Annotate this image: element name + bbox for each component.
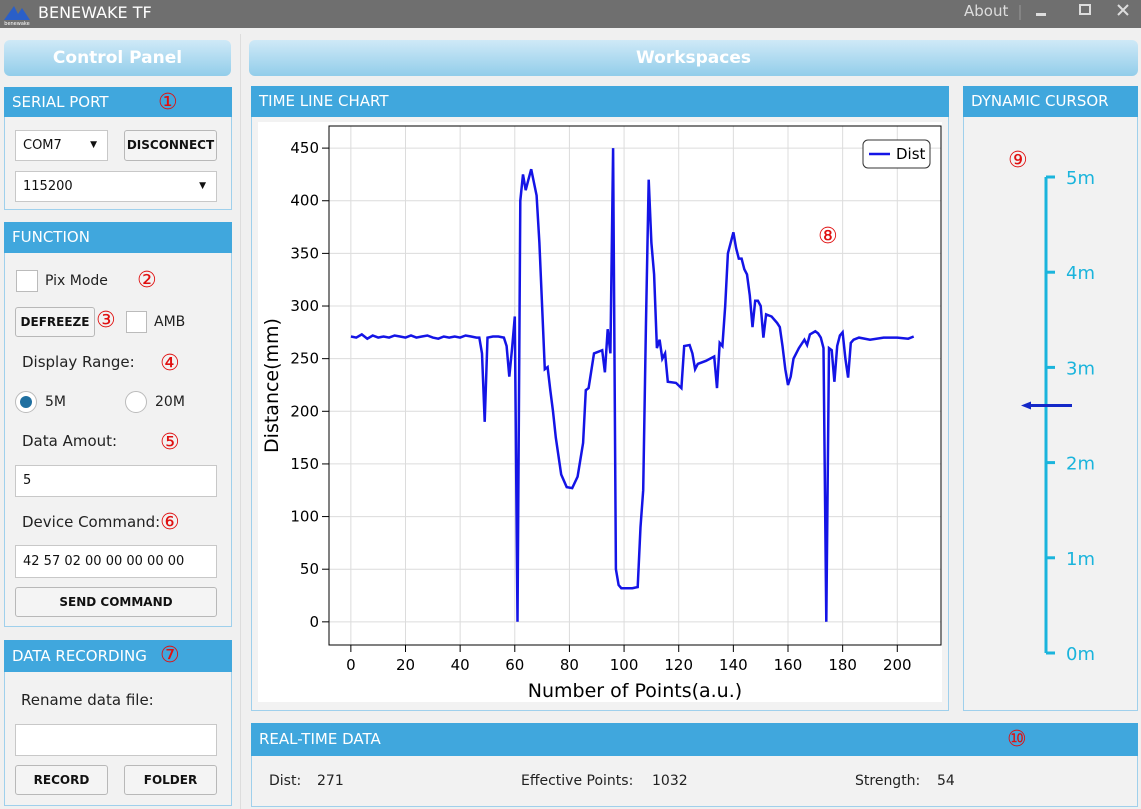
workspaces-header: Workspaces bbox=[249, 40, 1138, 76]
marker: ② bbox=[137, 268, 157, 293]
marker: ① bbox=[158, 90, 178, 115]
minimize[interactable] bbox=[1036, 13, 1046, 16]
section-title: DATA RECORDING bbox=[4, 640, 232, 672]
cursor-tick-label: 5m bbox=[1066, 168, 1095, 189]
marker: ④ bbox=[160, 351, 180, 376]
y-tick-label: 200 bbox=[290, 402, 319, 420]
folder-button[interactable]: FOLDER bbox=[124, 765, 217, 795]
radio-label: 20M bbox=[155, 394, 185, 410]
y-tick-label: 350 bbox=[290, 244, 319, 262]
marker: ⑦ bbox=[160, 643, 180, 668]
send-command-button[interactable]: SEND COMMAND bbox=[15, 587, 217, 617]
port-select[interactable]: COM7 ▼ bbox=[15, 130, 108, 161]
marker: ⑧ bbox=[818, 224, 838, 249]
data-amount: 5 bbox=[23, 473, 32, 488]
baud-select[interactable]: 115200 ▼ bbox=[15, 171, 217, 202]
app-title: BENEWAKE TF bbox=[38, 3, 152, 22]
x-axis-label: Number of Points(a.u.) bbox=[528, 680, 742, 702]
y-tick-label: 400 bbox=[290, 192, 319, 210]
points-value: 1032 bbox=[652, 773, 688, 789]
section-title: REAL-TIME DATA bbox=[251, 723, 1138, 756]
maximize[interactable] bbox=[1079, 4, 1091, 15]
y-tick-label: 300 bbox=[290, 297, 319, 315]
cursor-tick-label: 2m bbox=[1066, 454, 1095, 475]
logo-text: benewake bbox=[4, 21, 29, 26]
dist-value: 271 bbox=[317, 773, 344, 789]
dynamic-cursor: 0m 1m 2m 3m 4m 5m bbox=[1021, 168, 1095, 665]
x-tick-label: 40 bbox=[451, 656, 470, 674]
pix-mode-label: Pix Mode bbox=[45, 273, 108, 289]
y-tick-label: 100 bbox=[290, 508, 319, 526]
title-bar: benewake BENEWAKE TF About bbox=[0, 0, 1141, 28]
y-tick-label: 50 bbox=[300, 560, 319, 578]
cursor-tick-label: 0m bbox=[1066, 644, 1095, 665]
dynamic-cursor-panel bbox=[963, 86, 1138, 711]
device-command: 42 57 02 00 00 00 00 00 bbox=[23, 554, 185, 569]
amb-checkbox[interactable] bbox=[126, 311, 147, 333]
cursor-tick-label: 3m bbox=[1066, 358, 1095, 379]
x-tick-label: 20 bbox=[396, 656, 415, 674]
close[interactable] bbox=[1117, 4, 1129, 16]
points-label: Effective Points: bbox=[521, 773, 634, 789]
y-tick-label: 250 bbox=[290, 350, 319, 368]
data-line bbox=[350, 148, 915, 622]
divider bbox=[240, 34, 241, 809]
display-range-label: Display Range: bbox=[22, 353, 135, 371]
x-tick-label: 60 bbox=[505, 656, 524, 674]
port: COM7 bbox=[23, 138, 62, 153]
x-tick-label: 200 bbox=[883, 656, 912, 674]
section-title: DYNAMIC CURSOR bbox=[963, 86, 1138, 117]
data-amount-label: Data Amout: bbox=[22, 432, 118, 450]
marker: ⑩ bbox=[1007, 727, 1027, 752]
x-tick-label: 0 bbox=[346, 656, 356, 674]
x-tick-label: 180 bbox=[828, 656, 857, 674]
plot-frame bbox=[328, 125, 942, 646]
x-tick-label: 80 bbox=[560, 656, 579, 674]
disconnect-button[interactable]: DISCONNECT bbox=[124, 130, 217, 161]
marker: ③ bbox=[96, 308, 116, 333]
baud: 115200 bbox=[23, 179, 73, 194]
legend-label: Dist bbox=[896, 145, 926, 163]
x-tick-label: 120 bbox=[664, 656, 693, 674]
logo: benewake bbox=[4, 6, 30, 26]
device-command-label: Device Command: bbox=[22, 513, 161, 531]
cursor-tick-label: 1m bbox=[1066, 549, 1095, 570]
cursor-marker bbox=[1021, 401, 1072, 410]
defreeze-button[interactable]: DEFREEZE bbox=[15, 307, 95, 337]
marker: ⑨ bbox=[1008, 148, 1028, 173]
control-panel-header: Control Panel bbox=[4, 40, 231, 76]
y-tick-label: 450 bbox=[290, 139, 319, 157]
data-amount-input[interactable]: 5 bbox=[15, 465, 217, 497]
rename-label: Rename data file: bbox=[21, 691, 154, 709]
record-button[interactable]: RECORD bbox=[15, 765, 108, 795]
y-tick-label: 0 bbox=[309, 613, 319, 631]
time-line-chart: 0 20 40 60 80 100 120 140 160 180 200 0 50 100 150 200 2… bbox=[258, 122, 942, 702]
section-title: SERIAL PORT bbox=[4, 87, 232, 117]
marker: ⑥ bbox=[160, 510, 180, 535]
device-command-input[interactable]: 42 57 02 00 00 00 00 00 bbox=[15, 545, 217, 578]
y-axis-label: Distance(mm) bbox=[261, 318, 283, 453]
radio-5m[interactable] bbox=[14, 390, 38, 414]
section-title: FUNCTION bbox=[4, 222, 232, 253]
dist-label: Dist: bbox=[269, 773, 302, 789]
x-tick-label: 140 bbox=[719, 656, 748, 674]
strength-value: 54 bbox=[937, 773, 955, 789]
about-link[interactable]: About bbox=[964, 2, 1009, 20]
x-tick-label: 160 bbox=[774, 656, 803, 674]
radio-20m[interactable] bbox=[124, 390, 148, 414]
section-title: TIME LINE CHART bbox=[251, 86, 949, 117]
x-tick-label: 100 bbox=[610, 656, 639, 674]
legend-box bbox=[862, 139, 931, 169]
y-tick-label: 150 bbox=[290, 455, 319, 473]
file-name-input[interactable] bbox=[15, 724, 217, 756]
pix-mode-checkbox[interactable] bbox=[16, 270, 38, 292]
radio-label: 5M bbox=[45, 394, 66, 410]
marker: ⑤ bbox=[160, 430, 180, 455]
strength-label: Strength: bbox=[855, 773, 921, 789]
amb-label: AMB bbox=[154, 314, 186, 330]
window-controls bbox=[1019, 4, 1129, 20]
cursor-tick-label: 4m bbox=[1066, 263, 1095, 284]
